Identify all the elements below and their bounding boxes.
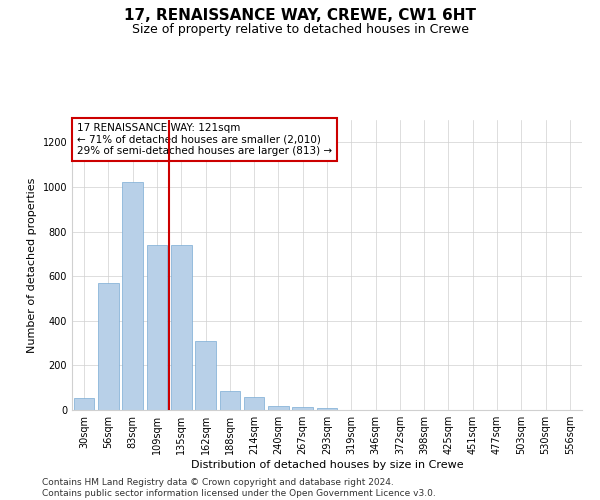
Bar — [122, 182, 143, 410]
Bar — [220, 391, 240, 410]
Bar — [171, 245, 191, 410]
Y-axis label: Number of detached properties: Number of detached properties — [27, 178, 37, 352]
Bar — [268, 406, 289, 410]
Text: Size of property relative to detached houses in Crewe: Size of property relative to detached ho… — [131, 22, 469, 36]
Bar — [292, 406, 313, 410]
Text: 17, RENAISSANCE WAY, CREWE, CW1 6HT: 17, RENAISSANCE WAY, CREWE, CW1 6HT — [124, 8, 476, 22]
Bar — [74, 398, 94, 410]
Text: Contains HM Land Registry data © Crown copyright and database right 2024.
Contai: Contains HM Land Registry data © Crown c… — [42, 478, 436, 498]
Bar — [244, 396, 265, 410]
Bar — [146, 245, 167, 410]
Bar — [317, 408, 337, 410]
X-axis label: Distribution of detached houses by size in Crewe: Distribution of detached houses by size … — [191, 460, 463, 470]
Bar — [98, 283, 119, 410]
Text: 17 RENAISSANCE WAY: 121sqm
← 71% of detached houses are smaller (2,010)
29% of s: 17 RENAISSANCE WAY: 121sqm ← 71% of deta… — [77, 123, 332, 156]
Bar — [195, 341, 216, 410]
